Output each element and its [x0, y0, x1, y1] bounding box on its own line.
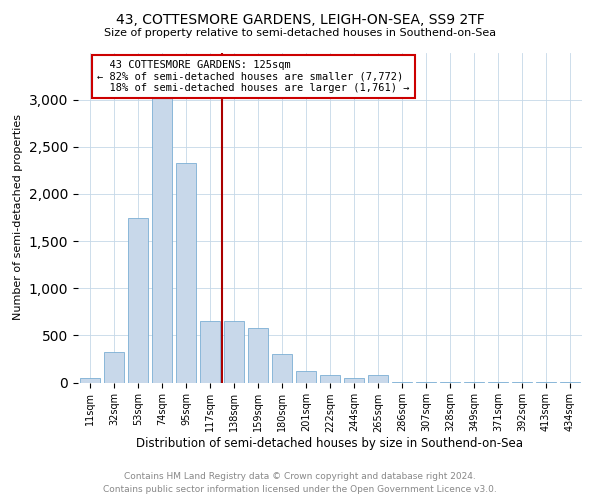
Text: 43 COTTESMORE GARDENS: 125sqm
← 82% of semi-detached houses are smaller (7,772)
: 43 COTTESMORE GARDENS: 125sqm ← 82% of s… [97, 60, 410, 93]
Bar [80, 378, 100, 382]
Text: Size of property relative to semi-detached houses in Southend-on-Sea: Size of property relative to semi-detach… [104, 28, 496, 38]
Bar [200, 321, 220, 382]
Bar [248, 328, 268, 382]
Bar [224, 321, 244, 382]
Text: Contains HM Land Registry data © Crown copyright and database right 2024.
Contai: Contains HM Land Registry data © Crown c… [103, 472, 497, 494]
Y-axis label: Number of semi-detached properties: Number of semi-detached properties [13, 114, 23, 320]
Bar [296, 370, 316, 382]
Bar [128, 218, 148, 382]
Text: 43, COTTESMORE GARDENS, LEIGH-ON-SEA, SS9 2TF: 43, COTTESMORE GARDENS, LEIGH-ON-SEA, SS… [116, 12, 484, 26]
X-axis label: Distribution of semi-detached houses by size in Southend-on-Sea: Distribution of semi-detached houses by … [137, 438, 523, 450]
Bar [344, 378, 364, 382]
Bar [320, 376, 340, 382]
Bar [176, 164, 196, 382]
Bar [104, 352, 124, 382]
Bar [152, 95, 172, 382]
Bar [368, 376, 388, 382]
Bar [272, 354, 292, 382]
